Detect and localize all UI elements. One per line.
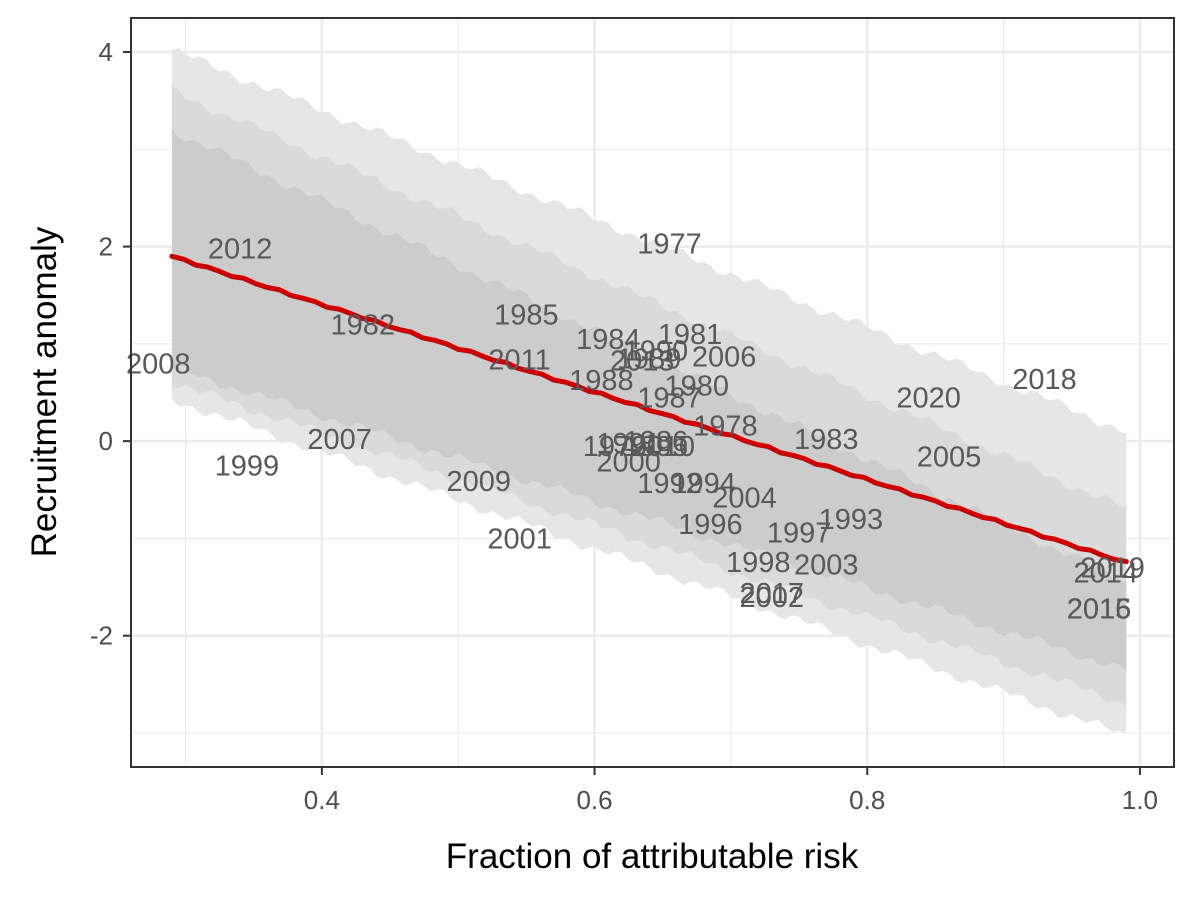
- y-tick-label: -2: [90, 621, 113, 651]
- point-label: 2012: [208, 234, 273, 266]
- point-label: 2001: [487, 523, 552, 555]
- point-label: 2004: [712, 483, 777, 515]
- point-label: 2008: [126, 348, 191, 380]
- point-label: 2005: [917, 442, 982, 474]
- point-label: 2011: [488, 344, 550, 376]
- x-tick-label: 0.4: [304, 785, 340, 815]
- point-label: 2013: [610, 345, 675, 377]
- point-label: 2000: [596, 447, 661, 479]
- point-label: 1990: [624, 336, 689, 368]
- point-label: 1992: [637, 468, 702, 500]
- point-label: 1982: [331, 309, 396, 341]
- y-axis-title: Recruitment anomaly: [25, 226, 64, 557]
- point-label: 1998: [726, 547, 791, 579]
- point-label: 2017: [740, 578, 805, 610]
- point-label: 2015: [1067, 593, 1132, 625]
- panel-border: [130, 17, 1175, 768]
- band-inner: [171, 129, 1127, 671]
- point-label: 2019: [1080, 553, 1145, 585]
- point-label: 2016: [1067, 593, 1132, 625]
- trend-line-group: [169, 253, 1129, 565]
- point-label: 2006: [692, 342, 757, 374]
- year-labels: 1977 1978 1979 1980 1981 1982 1983 1984 1985 1986…: [126, 229, 1145, 626]
- point-label: 1987: [637, 382, 702, 414]
- x-tick-label: 1.0: [1122, 785, 1158, 815]
- point-label: 1984: [576, 324, 641, 356]
- point-label: 1979: [583, 431, 648, 463]
- point-label: 2018: [1012, 364, 1077, 396]
- point-label: 2003: [794, 550, 859, 582]
- trend-line: [169, 253, 1129, 565]
- point-label: 1978: [693, 411, 758, 443]
- x-axis: 0.4 0.6 0.8 1.0: [304, 767, 1158, 815]
- point-label: 1983: [794, 424, 859, 456]
- point-label: 2014: [1074, 558, 1139, 590]
- point-label: 1993: [819, 504, 884, 536]
- point-label: 1988: [569, 365, 634, 397]
- point-label: 1999: [215, 451, 280, 483]
- x-axis-title: Fraction of attributable risk: [446, 837, 859, 876]
- x-tick-label: 0.8: [849, 785, 885, 815]
- y-tick-label: 4: [99, 37, 113, 67]
- point-label: 1996: [678, 509, 743, 541]
- point-label: 1977: [637, 229, 702, 261]
- point-label: 1997: [767, 518, 832, 550]
- y-tick-label: 2: [99, 232, 113, 262]
- point-label: 1986: [624, 426, 689, 458]
- point-label: 2002: [740, 582, 805, 614]
- x-tick-label: 0.6: [576, 785, 612, 815]
- y-tick-label: 0: [99, 426, 113, 456]
- point-label: 1981: [658, 319, 723, 351]
- point-label: 2010: [630, 431, 695, 463]
- point-label: 1995: [624, 431, 689, 463]
- ribbon-bands: [171, 48, 1127, 734]
- point-label: 2007: [307, 424, 372, 456]
- point-label: 1980: [665, 371, 730, 403]
- point-label: 1991: [596, 428, 661, 460]
- point-label: 1989: [617, 344, 682, 376]
- point-label: 2020: [896, 382, 961, 414]
- point-label: 1994: [671, 468, 736, 500]
- point-label: 2009: [446, 466, 511, 498]
- y-axis: -2 0 2 4: [90, 37, 131, 651]
- point-label: 1985: [494, 300, 559, 332]
